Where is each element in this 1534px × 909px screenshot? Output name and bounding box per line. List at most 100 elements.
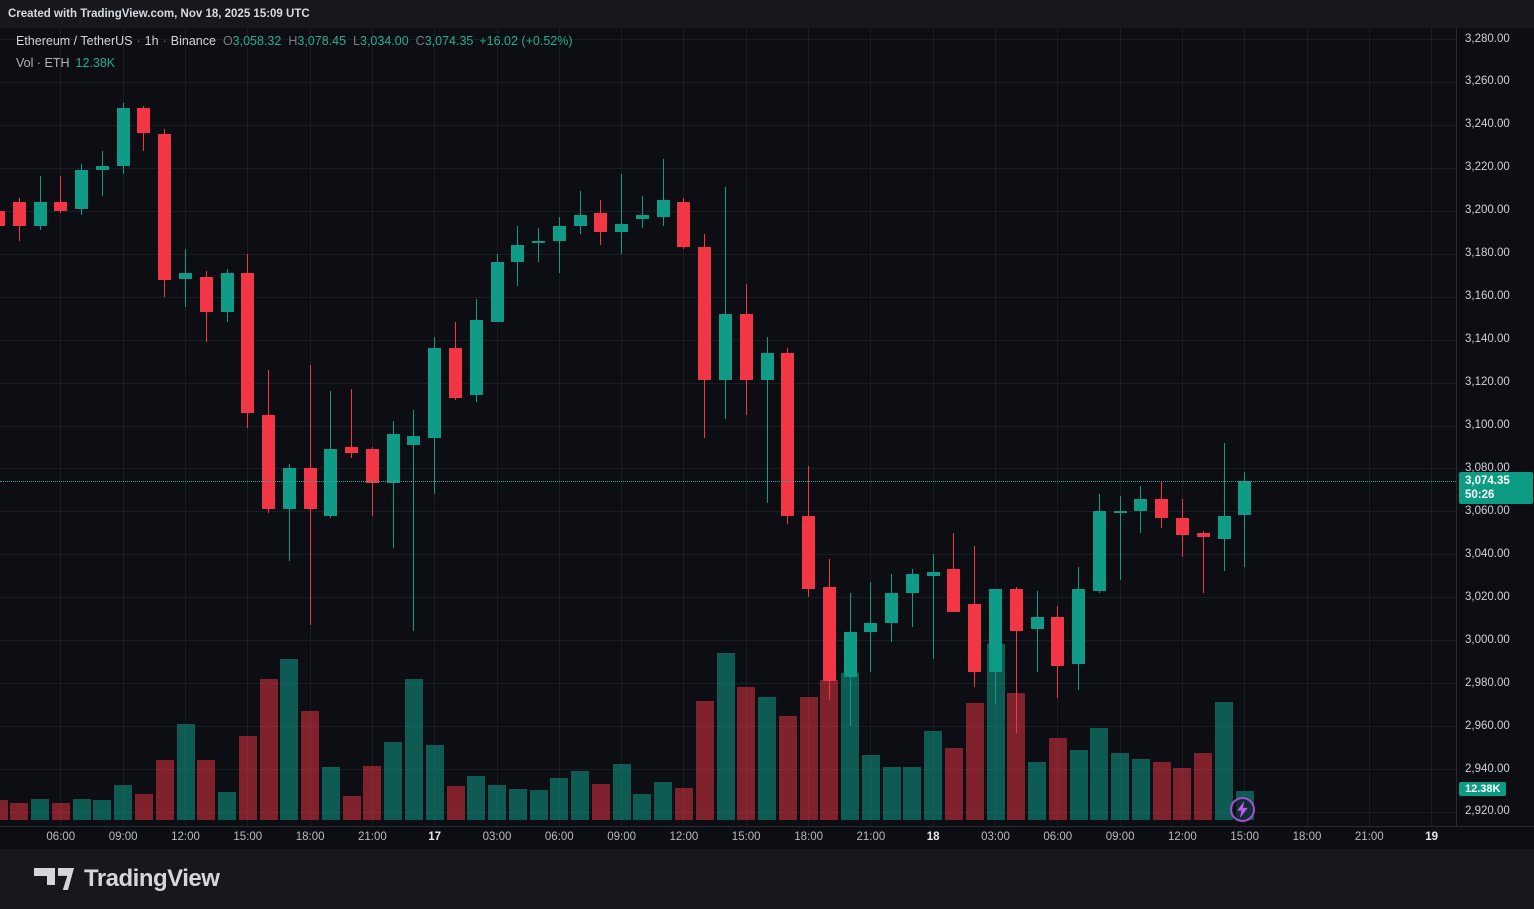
symbol-legend[interactable]: Ethereum / TetherUS · 1h · Binance O3,058.32 H… (16, 34, 573, 48)
candle-body (1155, 498, 1169, 518)
volume-bar (218, 791, 236, 820)
volume-bar (114, 784, 133, 820)
volume-bar (467, 776, 486, 820)
grid-line-vertical (933, 28, 934, 826)
current-volume-value: 12.38K (1465, 783, 1501, 795)
grid-line-vertical (1182, 28, 1183, 826)
price-tick-label: 3,020.00 (1465, 590, 1510, 603)
chart-pane[interactable]: Ethereum / TetherUS · 1h · Binance O3,058.32 H… (0, 28, 1456, 826)
grid-line-vertical (185, 28, 186, 826)
volume-legend[interactable]: Vol · ETH 12.38K (16, 56, 115, 70)
volume-bar (363, 765, 382, 820)
candle-body (179, 273, 192, 280)
volume-bar (1152, 761, 1171, 820)
grid-line-vertical (60, 28, 61, 826)
volume-bar (1111, 753, 1130, 820)
volume-bar (654, 782, 673, 820)
candle-wick (288, 464, 290, 561)
time-tick-label: 18 (926, 831, 940, 843)
time-tick-label: 15:00 (731, 831, 761, 843)
volume-bar (446, 786, 465, 820)
grid-line-vertical (559, 28, 560, 826)
candle-body (75, 170, 89, 209)
volume-bar (820, 679, 839, 820)
candle-body (33, 202, 47, 226)
price-tick-label: 3,240.00 (1465, 118, 1510, 131)
volume-bar (508, 789, 527, 820)
close-value: 3,074.35 (424, 34, 474, 48)
candle-body (656, 200, 670, 218)
low-key: L (353, 34, 360, 48)
time-tick-label: 21:00 (358, 831, 387, 843)
open-key: O (222, 34, 233, 48)
candle-body (802, 515, 816, 589)
candle-body (1072, 588, 1086, 664)
grid-line-vertical (1057, 28, 1058, 826)
symbol-name: Ethereum / TetherUS (16, 34, 133, 48)
candle-wick (1015, 586, 1017, 733)
time-tick-label: 12:00 (171, 831, 200, 843)
high-value: 3,078.45 (297, 34, 347, 48)
candle-body (760, 352, 774, 381)
time-tick-label: 18:00 (295, 831, 325, 843)
candle-body (365, 449, 379, 484)
candle-body (386, 434, 400, 484)
volume-bar (633, 794, 652, 820)
volume-bar (342, 796, 361, 820)
volume-bar (404, 679, 423, 820)
volume-bar (488, 784, 506, 820)
price-tick-label: 3,180.00 (1465, 247, 1510, 260)
volume-bar (1194, 753, 1213, 820)
candle-body (781, 352, 795, 516)
candle-wick (725, 187, 726, 419)
candle-body (905, 573, 919, 593)
price-tick-label: 3,200.00 (1465, 204, 1510, 217)
grid-line-horizontal (0, 640, 1456, 642)
time-axis[interactable]: 06:00 09:00 12:00 15:00 18:00 21:00 17 03:00 06:… (0, 826, 1534, 849)
candle-body (1051, 616, 1065, 666)
volume-bar (1069, 750, 1088, 820)
lightning-bolt-icon (1237, 801, 1248, 818)
candle-wick (392, 421, 394, 548)
candle-body (511, 245, 525, 263)
current-price-value: 3,074.35 (1465, 474, 1510, 487)
candle-body (490, 262, 504, 323)
exchange-label: Binance (170, 34, 216, 48)
candle-wick (558, 217, 560, 273)
grid-line-horizontal (0, 167, 1456, 169)
grid-line-horizontal (0, 554, 1456, 556)
price-tick-label: 2,980.00 (1465, 676, 1510, 689)
candle-body (0, 210, 5, 226)
price-tick-label: 3,120.00 (1465, 376, 1510, 388)
price-tick-label: 3,080.00 (1465, 461, 1510, 474)
volume-bar (31, 798, 50, 820)
flash-reaction-button[interactable] (1230, 797, 1255, 822)
price-tick-label: 2,940.00 (1465, 762, 1510, 775)
price-tick-label: 2,960.00 (1465, 719, 1510, 732)
time-tick-label: 09:00 (108, 831, 138, 843)
time-tick-label: 18:00 (1292, 831, 1322, 843)
candle-wick (1223, 442, 1225, 572)
candle-body (594, 212, 608, 233)
candle-wick (621, 174, 623, 254)
candle-body (241, 273, 255, 413)
price-axis[interactable]: 3,280.00 3,260.00 3,240.00 3,220.00 3,200.00… (1456, 28, 1534, 826)
volume-bar (695, 701, 714, 820)
grid-line-vertical (1431, 28, 1432, 826)
volume-bar (10, 802, 29, 820)
grid-line-vertical (497, 28, 498, 826)
volume-bar (72, 798, 91, 820)
volume-bar (321, 767, 340, 820)
grid-line-vertical (1244, 28, 1245, 826)
candle-body (324, 449, 338, 516)
grid-line-horizontal (0, 81, 1456, 83)
tradingview-logo[interactable]: TradingView (34, 864, 220, 894)
time-tick-label: 09:00 (607, 831, 636, 843)
volume-bar (1131, 759, 1150, 820)
candle-body (428, 348, 442, 439)
grid-line-vertical (1307, 28, 1308, 826)
candle-body (864, 623, 878, 632)
candle-body (635, 215, 649, 220)
price-tick-label: 3,220.00 (1465, 161, 1510, 174)
volume-bar (280, 659, 299, 820)
